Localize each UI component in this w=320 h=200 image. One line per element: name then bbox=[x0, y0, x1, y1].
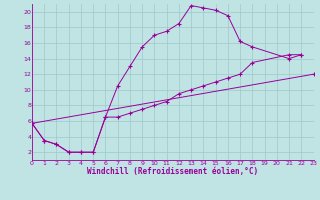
X-axis label: Windchill (Refroidissement éolien,°C): Windchill (Refroidissement éolien,°C) bbox=[87, 167, 258, 176]
